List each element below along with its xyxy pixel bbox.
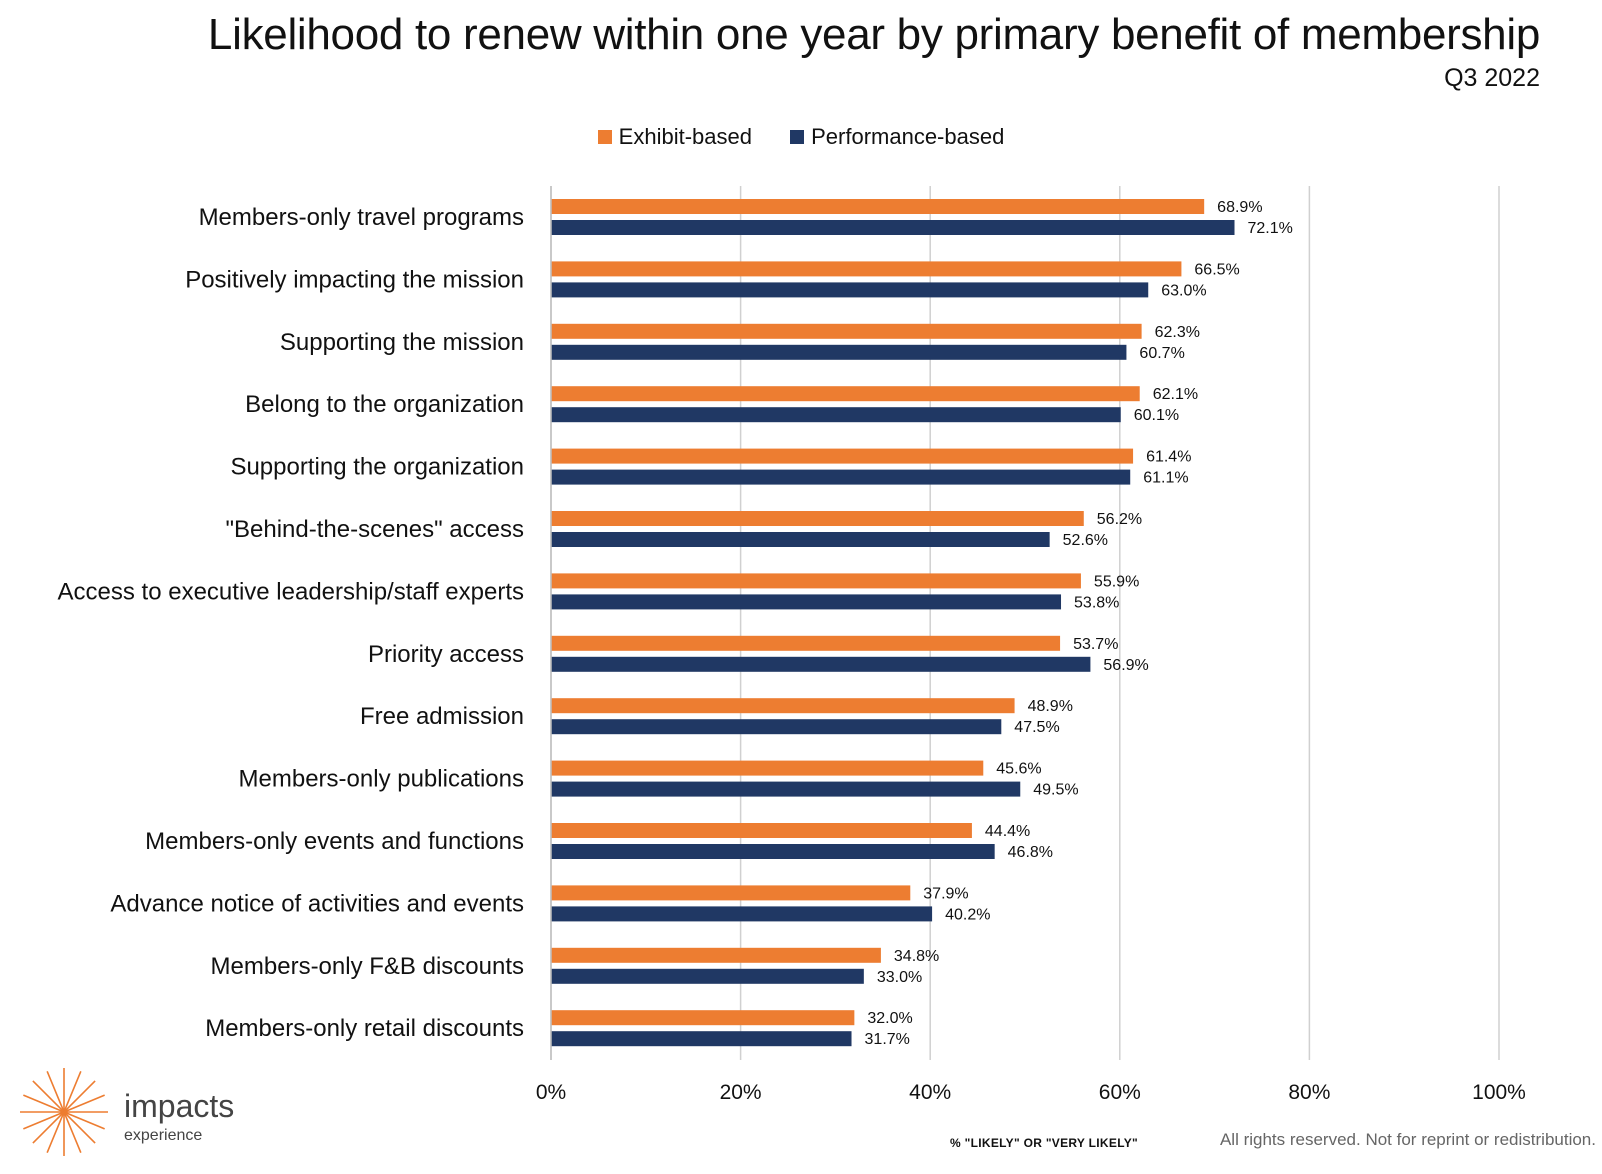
legend-swatch-performance (790, 130, 805, 144)
bar-performance (551, 906, 933, 922)
category-label: Members-only events and functions (145, 828, 524, 855)
data-label-performance: 53.8% (1074, 594, 1119, 611)
data-label-performance: 61.1% (1143, 470, 1188, 487)
chart-subtitle: Q3 2022 (1444, 64, 1540, 92)
data-label-exhibit: 56.2% (1097, 511, 1142, 528)
x-tick-label: 0% (536, 1081, 566, 1104)
bar-exhibit (551, 448, 1134, 464)
x-axis-title: % "LIKELY" OR "VERY LIKELY" (950, 1136, 1139, 1150)
data-label-exhibit: 48.9% (1028, 698, 1073, 715)
category-label: Access to executive leadership/staff exp… (58, 578, 524, 605)
bar-exhibit (551, 823, 972, 838)
data-label-exhibit: 66.5% (1194, 261, 1239, 278)
legend-swatch-exhibit (597, 130, 612, 144)
bar-performance (551, 220, 1235, 235)
category-label: Supporting the mission (280, 329, 524, 356)
bar-exhibit (551, 323, 1142, 339)
data-label-exhibit: 68.9% (1217, 199, 1262, 216)
category-label: Advance notice of activities and events (110, 890, 524, 917)
data-label-exhibit: 45.6% (996, 761, 1041, 778)
bar-exhibit (551, 947, 881, 963)
bar-exhibit (551, 760, 984, 776)
category-label: Members-only retail discounts (205, 1015, 524, 1042)
data-label-performance: 60.7% (1139, 345, 1184, 362)
x-tick-label: 60% (1099, 1081, 1141, 1104)
data-label-exhibit: 53.7% (1073, 636, 1118, 653)
data-label-performance: 40.2% (945, 906, 990, 923)
data-label-exhibit: 37.9% (923, 885, 968, 902)
data-label-performance: 72.1% (1248, 220, 1293, 237)
bar-performance (551, 781, 1021, 797)
bar-performance (551, 469, 1131, 485)
legend-item-exhibit: Exhibit-based (597, 124, 752, 150)
data-label-exhibit: 55.9% (1094, 573, 1139, 590)
legend-label-performance: Performance-based (811, 124, 1005, 149)
logo-sub: experience (124, 1127, 203, 1144)
category-label: Members-only F&B discounts (211, 953, 524, 980)
x-tick-label: 40% (909, 1081, 951, 1104)
data-label-performance: 52.6% (1063, 532, 1108, 549)
chart-title: Likelihood to renew within one year by p… (207, 10, 1540, 59)
bar-performance (551, 844, 995, 859)
bar-exhibit (551, 885, 911, 901)
starburst-ray (23, 1094, 105, 1130)
bar-performance (551, 968, 864, 984)
bar-performance (551, 532, 1050, 547)
category-label: Supporting the organization (230, 454, 524, 481)
category-label: Positively impacting the mission (185, 266, 524, 293)
data-label-performance: 63.0% (1161, 282, 1206, 299)
x-tick-label: 80% (1288, 1081, 1330, 1104)
data-label-performance: 47.5% (1014, 719, 1059, 736)
bar-performance (551, 344, 1127, 360)
category-label: Priority access (368, 641, 524, 668)
data-label-exhibit: 34.8% (894, 948, 939, 965)
data-label-exhibit: 62.3% (1155, 324, 1200, 341)
bar-exhibit (551, 1010, 855, 1026)
bar-performance (551, 719, 1002, 735)
legend: Exhibit-based Performance-based (0, 124, 1602, 150)
category-label: Members-only travel programs (199, 204, 524, 231)
legend-item-performance: Performance-based (790, 124, 1004, 150)
starburst-icon (20, 1068, 108, 1156)
bar-exhibit (551, 199, 1205, 214)
data-label-exhibit: 61.4% (1146, 449, 1191, 466)
bar-exhibit (551, 573, 1081, 589)
copyright-note: All rights reserved. Not for reprint or … (1219, 1130, 1596, 1149)
data-label-performance: 60.1% (1134, 407, 1179, 424)
data-label-performance: 56.9% (1103, 657, 1148, 674)
logo-name: impacts (124, 1088, 235, 1124)
category-label: Members-only publications (239, 766, 524, 793)
bar-exhibit (551, 261, 1182, 277)
x-tick-label: 100% (1472, 1081, 1526, 1104)
x-tick-label: 20% (720, 1081, 762, 1104)
category-label: "Behind-the-scenes" access (225, 516, 524, 543)
bar-performance (551, 594, 1062, 610)
bar-performance (551, 282, 1149, 298)
bar-exhibit (551, 635, 1061, 651)
category-label: Belong to the organization (245, 391, 524, 418)
bar-performance (551, 407, 1121, 423)
data-label-performance: 46.8% (1008, 844, 1053, 861)
data-label-performance: 49.5% (1033, 782, 1078, 799)
data-label-performance: 31.7% (865, 1031, 910, 1048)
bar-performance (551, 656, 1091, 672)
impacts-logo: impacts experience (18, 1068, 278, 1168)
data-label-exhibit: 32.0% (867, 1010, 912, 1027)
legend-label-exhibit: Exhibit-based (618, 124, 752, 149)
bar-exhibit (551, 386, 1140, 402)
bar-exhibit (551, 511, 1084, 526)
data-label-exhibit: 62.1% (1153, 386, 1198, 403)
data-label-exhibit: 44.4% (985, 823, 1030, 840)
bar-exhibit (551, 698, 1015, 714)
bar-performance (551, 1031, 852, 1047)
category-label: Free admission (360, 703, 524, 730)
data-label-performance: 33.0% (877, 969, 922, 986)
